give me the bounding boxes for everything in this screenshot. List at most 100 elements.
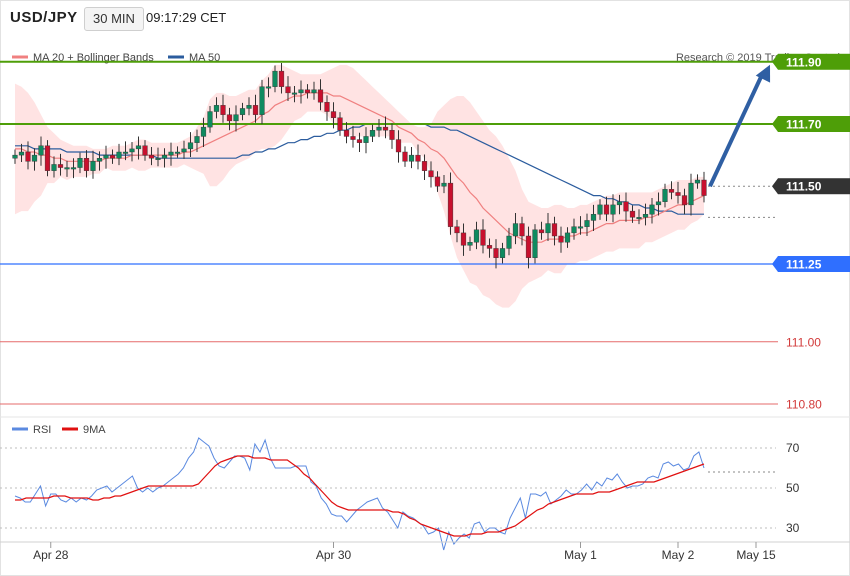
candle-body-43 xyxy=(291,92,298,95)
level-label-111-90-box xyxy=(778,53,850,70)
level-label-111-90-tip xyxy=(772,53,778,70)
candle-body-70 xyxy=(467,242,473,246)
candle-body-47 xyxy=(317,89,324,103)
candle-body-42 xyxy=(285,86,291,94)
ma20-line xyxy=(15,92,705,243)
candle-body-99 xyxy=(655,201,662,206)
candle-body-23 xyxy=(161,154,168,159)
candle-body-17 xyxy=(122,151,129,154)
candle-body-81 xyxy=(538,229,545,234)
candle-body-68 xyxy=(454,226,460,234)
level-label-111-00: 111.00 xyxy=(786,335,821,349)
level-label-111-50-box xyxy=(778,178,850,195)
candle-body-102 xyxy=(675,192,681,196)
price-levels: 111.90 111.70 111.50 111.25 111.00 110.80 xyxy=(0,53,850,412)
rsi-ma-legend-label: 9MA xyxy=(83,424,106,436)
candle-body-56 xyxy=(376,126,382,131)
forecast-arrowhead xyxy=(755,64,771,83)
interval-button[interactable]: 30 MIN xyxy=(84,7,144,31)
candle-body-41 xyxy=(278,70,285,87)
forecast-arrow xyxy=(708,64,771,188)
candle-body-63 xyxy=(421,161,428,171)
candle-body-97 xyxy=(642,214,649,218)
level-label-111-25-box xyxy=(778,256,850,272)
candle-body-16 xyxy=(116,151,122,159)
candle-body-44 xyxy=(298,89,304,94)
candle-body-57 xyxy=(382,126,389,131)
level-label-111-50-tip xyxy=(772,178,778,195)
candle-body-37 xyxy=(252,105,259,115)
candle-body-11 xyxy=(83,158,90,171)
candle-body-31 xyxy=(213,105,220,112)
candle-body-48 xyxy=(324,102,330,112)
candle-body-29 xyxy=(200,126,207,137)
candle-body-52 xyxy=(350,136,356,140)
candle-body-87 xyxy=(577,226,584,229)
rsi-x-axis: Apr 28 Apr 30 May 1 May 2 May 15 xyxy=(0,541,850,562)
bollinger-band-fill xyxy=(15,64,704,308)
candle-body-94 xyxy=(623,201,629,212)
chart-header: USD/JPY 30 MIN 09:17:29 CET xyxy=(0,0,850,36)
candle-body-36 xyxy=(246,105,252,109)
ma50-legend-swatch xyxy=(168,55,184,59)
candle-body-20 xyxy=(142,145,148,156)
candle-body-101 xyxy=(668,189,675,193)
candle-body-100 xyxy=(662,189,668,202)
candle-body-34 xyxy=(233,114,239,122)
candle-body-98 xyxy=(649,204,655,215)
x-tick-label-0: Apr 28 xyxy=(33,548,69,562)
candle-body-33 xyxy=(226,114,233,122)
level-label-111-90: 111.90 xyxy=(786,55,822,69)
level-label-111-25-tip xyxy=(772,256,778,272)
candle-body-27 xyxy=(187,142,194,150)
level-label-111-70: 111.70 xyxy=(786,118,822,132)
candle-body-64 xyxy=(428,170,434,178)
rsi-lines xyxy=(14,437,705,551)
rsi-line xyxy=(14,437,705,551)
candle-body-106 xyxy=(701,179,707,196)
candle-body-93 xyxy=(616,201,623,206)
level-label-110-80: 110.80 xyxy=(786,398,822,412)
rsi-tick-50: 50 xyxy=(786,481,800,495)
candle-body-61 xyxy=(408,154,415,162)
candle-body-8 xyxy=(64,167,70,170)
candle-body-26 xyxy=(181,148,187,153)
candle-body-65 xyxy=(434,176,441,187)
candle-body-55 xyxy=(369,130,376,137)
candle-body-76 xyxy=(506,235,512,249)
rsi-legend-label: RSI xyxy=(33,424,51,436)
candle-body-85 xyxy=(564,232,571,243)
rsi-tick-30: 30 xyxy=(786,521,800,535)
candle-body-7 xyxy=(57,164,64,168)
candle-body-82 xyxy=(545,223,551,234)
candle-body-104 xyxy=(688,182,694,206)
candle-body-22 xyxy=(155,158,161,160)
candle-body-103 xyxy=(681,195,688,206)
ma50-line xyxy=(15,123,704,215)
rsi-ma-legend-swatch xyxy=(62,427,78,431)
candle-body-9 xyxy=(70,167,77,170)
level-label-111-50: 111.50 xyxy=(786,180,822,194)
candle-body-83 xyxy=(551,223,558,237)
ma20-legend-swatch xyxy=(12,55,28,59)
time-label: 09:17:29 CET xyxy=(146,10,227,25)
candles xyxy=(12,63,707,269)
level-label-111-70-tip xyxy=(772,116,778,132)
candle-body-3 xyxy=(31,154,38,162)
x-tick-label-4: May 15 xyxy=(736,548,776,562)
candle-body-1 xyxy=(18,151,25,156)
candle-body-19 xyxy=(135,145,142,150)
candle-body-25 xyxy=(174,151,181,154)
rsi-grid: 30 50 70 xyxy=(0,441,800,535)
candle-body-80 xyxy=(532,229,538,258)
candle-body-21 xyxy=(148,154,155,159)
candle-body-45 xyxy=(304,89,311,94)
candle-body-88 xyxy=(584,220,590,227)
candle-body-5 xyxy=(44,145,51,171)
moving-averages xyxy=(15,92,705,243)
candle-body-79 xyxy=(525,235,532,258)
candle-body-74 xyxy=(493,248,499,258)
x-tick-label-2: May 1 xyxy=(564,548,597,562)
candle-body-69 xyxy=(460,232,467,246)
